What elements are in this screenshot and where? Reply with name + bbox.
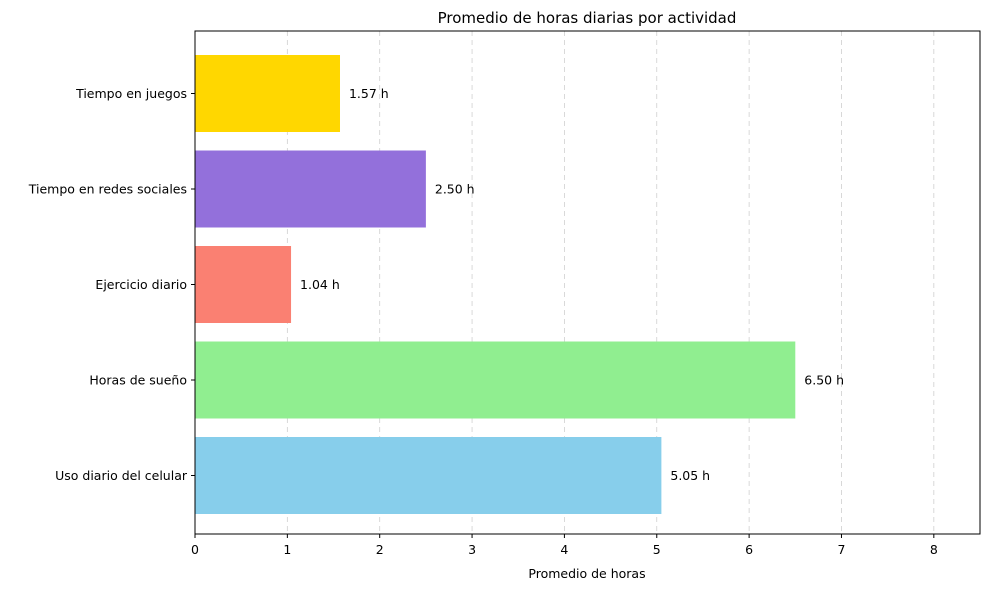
category-label: Tiempo en juegos	[75, 86, 187, 101]
bars-layer	[195, 55, 796, 514]
x-tick-label: 7	[837, 542, 845, 557]
category-label: Tiempo en redes sociales	[28, 182, 187, 197]
data-label: 2.50 h	[435, 182, 475, 197]
category-label: Uso diario del celular	[55, 468, 188, 483]
x-axis-label: Promedio de horas	[528, 566, 645, 581]
bar	[195, 55, 340, 132]
x-tick-label: 0	[191, 542, 199, 557]
data-label: 6.50 h	[804, 373, 844, 388]
bar	[195, 341, 796, 419]
data-label: 1.04 h	[300, 277, 340, 292]
ticks-layer: 0 1 2 3 4 5 6 7 8	[191, 93, 938, 557]
chart-title: Promedio de horas diarias por actividad	[438, 9, 737, 27]
data-label: 1.57 h	[349, 86, 389, 101]
x-tick-label: 8	[930, 542, 938, 557]
x-tick-label: 6	[745, 542, 753, 557]
data-labels: 5.05 h 6.50 h 1.04 h 2.50 h 1.57 h	[300, 86, 844, 483]
category-label: Horas de sueño	[89, 373, 187, 388]
category-labels: Uso diario del celular Horas de sueño Ejer…	[28, 86, 188, 483]
category-label: Ejercicio diario	[95, 277, 187, 292]
data-label: 5.05 h	[670, 468, 710, 483]
x-tick-label: 3	[468, 542, 476, 557]
bar	[195, 150, 426, 228]
x-tick-label: 2	[376, 542, 384, 557]
bar	[195, 437, 662, 514]
x-tick-label: 1	[283, 542, 291, 557]
plot-frame	[194, 30, 981, 535]
bar	[195, 246, 292, 323]
x-tick-label: 4	[560, 542, 568, 557]
x-tick-label: 5	[653, 542, 661, 557]
